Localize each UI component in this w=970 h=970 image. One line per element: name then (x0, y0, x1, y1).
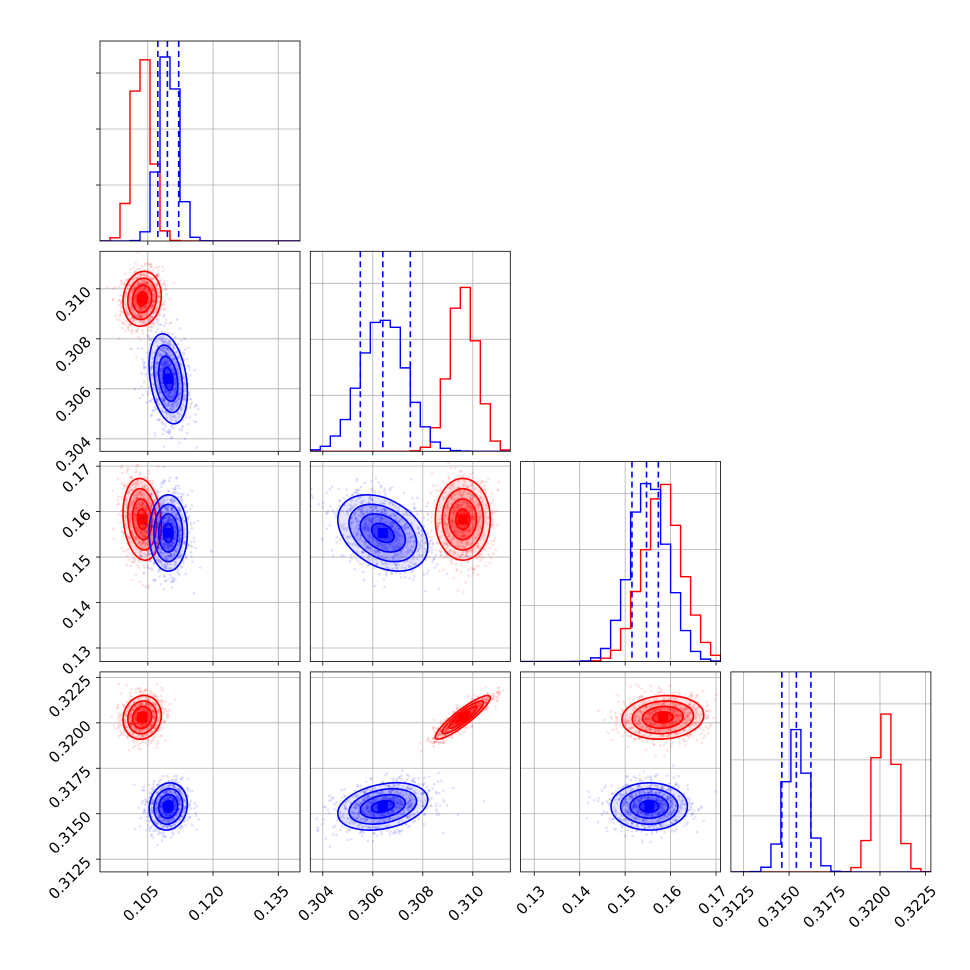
x-tick-label: 0.3150 (754, 882, 804, 932)
panel-frame (309, 250, 511, 452)
density-peak (137, 514, 148, 525)
density-peak (137, 293, 148, 304)
histogram-blue (100, 56, 300, 241)
y-tick-label: 0.3175 (45, 762, 95, 812)
density-group (315, 686, 511, 848)
density-peak (163, 801, 174, 812)
density-group (111, 463, 213, 595)
x-tick-label: 0.13 (513, 882, 549, 918)
y-tick-label: 0.306 (52, 383, 95, 426)
panel-frame (309, 671, 511, 873)
density-peak (163, 527, 174, 538)
histogram-group (310, 251, 511, 452)
x-tick-label: 0.15 (604, 882, 640, 918)
y-tick-label: 0.3225 (45, 671, 95, 721)
y-tick-label: 0.15 (58, 551, 94, 587)
panel-frame (520, 671, 721, 873)
panel-grid (520, 671, 721, 872)
density-group (585, 682, 721, 845)
histogram-group (730, 671, 931, 872)
panel-frame (99, 671, 301, 873)
y-tick-label: 0.14 (58, 597, 94, 633)
panel-grid (310, 671, 511, 872)
panel-grid (730, 671, 931, 872)
y-tick-label: 0.3125 (45, 853, 95, 903)
x-tick-label: 0.3225 (890, 882, 940, 932)
density-group (105, 251, 200, 449)
panel-frame (99, 461, 301, 663)
x-tick-label: 0.308 (394, 882, 437, 925)
histogram-group (100, 41, 300, 241)
x-tick-label: 0.310 (444, 882, 487, 925)
density-peak (644, 801, 655, 812)
density-peak (457, 712, 468, 723)
x-tick-label: 0.3175 (799, 882, 849, 932)
histogram-red (730, 713, 931, 872)
density-peak (137, 712, 148, 723)
y-tick-label: 0.13 (58, 642, 94, 678)
density-peak (163, 373, 174, 384)
panel-grid (100, 41, 300, 241)
x-tick-label: 0.14 (558, 882, 594, 918)
x-tick-label: 0.105 (119, 882, 162, 925)
panel-grid (310, 251, 511, 452)
panel-frame (520, 461, 721, 663)
panel-frame (99, 40, 301, 242)
x-tick-label: 0.16 (649, 882, 685, 918)
y-tick-label: 0.16 (58, 506, 94, 542)
density-peak (377, 801, 388, 812)
x-tick-label: 0.135 (250, 882, 293, 925)
histogram-red (100, 59, 300, 241)
density-peak (377, 527, 388, 538)
density-group (110, 682, 201, 847)
panel-grid (100, 461, 300, 662)
y-tick-label: 0.3200 (45, 717, 95, 767)
density-group (310, 461, 500, 594)
histogram-group (520, 461, 721, 662)
y-tick-label: 0.308 (52, 333, 95, 376)
x-tick-label: 0.304 (294, 882, 337, 925)
panel-grid (100, 251, 300, 452)
y-tick-label: 0.3150 (45, 808, 95, 858)
scatter-points (585, 764, 721, 845)
density-peak (457, 514, 468, 525)
panel-frame (309, 461, 511, 663)
density-peak (657, 712, 668, 723)
x-tick-label: 0.120 (185, 882, 228, 925)
x-tick-label: 0.3200 (845, 882, 895, 932)
x-tick-label: 0.306 (344, 882, 387, 925)
y-tick-label: 0.310 (52, 283, 95, 326)
panel-frame (99, 250, 301, 452)
panel-frame (730, 671, 932, 873)
